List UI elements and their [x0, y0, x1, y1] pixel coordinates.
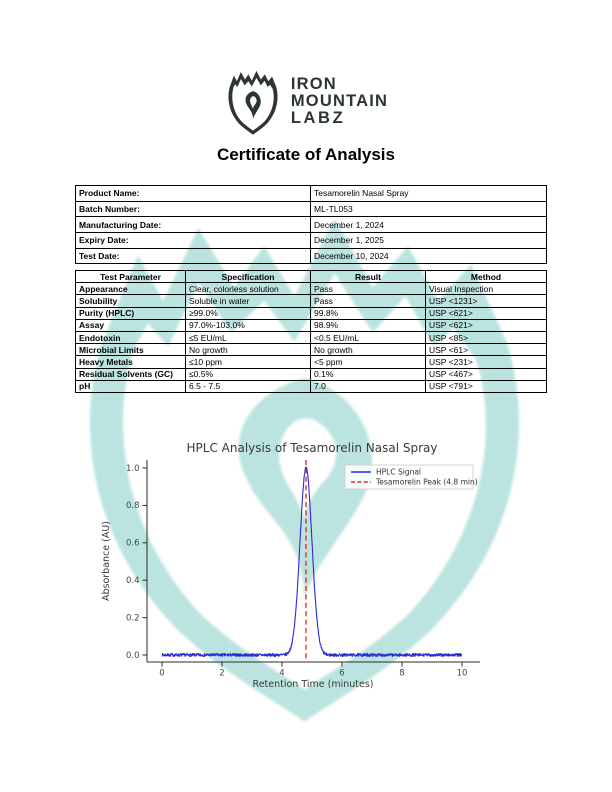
info-value: December 1, 2024 — [310, 216, 547, 234]
brand-line-iron: IRON — [290, 75, 337, 93]
result-row: Solubility Soluble in water Pass USP <12… — [75, 294, 547, 308]
info-row: Manufacturing Date: December 1, 2024 — [75, 216, 547, 234]
cell-specification: ≤0.5% — [185, 367, 311, 381]
cell-method: USP <1231> — [425, 294, 547, 308]
page-title: Certificate of Analysis — [217, 145, 395, 164]
cell-specification: ≥99.0% — [185, 306, 311, 320]
cell-result: No growth — [310, 343, 426, 357]
cell-parameter: Microbial Limits — [75, 343, 186, 357]
col-header-specification: Specification — [185, 269, 311, 284]
x-axis-ticks: 0 2 4 6 8 10 — [159, 662, 467, 679]
result-row: Microbial Limits No growth No growth USP… — [75, 343, 547, 357]
cell-specification: Clear, colorless solution — [185, 282, 311, 296]
svg-text:0.8: 0.8 — [126, 501, 140, 511]
cell-parameter: Residual Solvents (GC) — [75, 367, 186, 381]
x-axis-label: Retention Time (minutes) — [253, 679, 374, 690]
cell-parameter: Endotoxin — [75, 330, 186, 345]
info-label: Test Date: — [75, 247, 311, 265]
svg-text:0.2: 0.2 — [126, 613, 140, 623]
info-value: ML-TL053 — [310, 200, 547, 218]
cell-parameter: Appearance — [75, 282, 186, 296]
cell-specification: ≤5 EU/mL — [185, 330, 311, 345]
cell-specification: 97.0%-103.0% — [185, 318, 311, 332]
cell-method: USP <791> — [425, 379, 547, 393]
legend-label-tesamorelin-peak: Tesamorelin Peak (4.8 min) — [375, 478, 478, 487]
cell-method: Visual Inspection — [425, 282, 547, 296]
cell-specification: No growth — [185, 343, 311, 357]
svg-text:4: 4 — [279, 669, 284, 679]
result-row: pH 6.5 - 7.5 7.0 USP <791> — [75, 379, 547, 393]
result-row: Heavy Metals ≤10 ppm <5 ppm USP <231> — [75, 355, 547, 369]
product-info-table: Product Name: Tesamorelin Nasal Spray Ba… — [75, 185, 547, 265]
info-value: Tesamorelin Nasal Spray — [310, 185, 547, 202]
info-label: Expiry Date: — [75, 232, 311, 249]
info-row: Test Date: December 10, 2024 — [75, 247, 547, 265]
col-header-test-parameter: Test Parameter — [75, 269, 186, 284]
svg-text:8: 8 — [399, 669, 404, 679]
info-value: December 1, 2025 — [310, 232, 547, 249]
cell-method: USP <467> — [425, 367, 547, 381]
cell-result: 99.8% — [310, 306, 426, 320]
cell-result: 98.9% — [310, 318, 426, 332]
result-row: Assay 97.0%-103.0% 98.9% USP <621> — [75, 318, 547, 332]
cell-method: USP <621> — [425, 306, 547, 320]
result-row: Purity (HPLC) ≥99.0% 99.8% USP <621> — [75, 306, 547, 320]
cell-method: USP <85> — [425, 330, 547, 345]
cell-result: Pass — [310, 282, 426, 296]
svg-text:0: 0 — [159, 669, 164, 679]
result-row: Endotoxin ≤5 EU/mL <0.5 EU/mL USP <85> — [75, 330, 547, 345]
info-label: Product Name: — [75, 185, 311, 202]
cell-method: USP <621> — [425, 318, 547, 332]
svg-text:1.0: 1.0 — [126, 464, 140, 474]
info-value: December 10, 2024 — [310, 247, 547, 265]
results-header-row: Test Parameter Specification Result Meth… — [75, 269, 547, 284]
info-label: Manufacturing Date: — [75, 216, 311, 234]
test-results-table: Test Parameter Specification Result Meth… — [75, 269, 547, 393]
y-axis-label: Absorbance (AU) — [101, 521, 112, 601]
cell-specification: Soluble in water — [185, 294, 311, 308]
cell-parameter: Solubility — [75, 294, 186, 308]
brand-wordmark: IRON MOUNTAIN LABZ — [291, 76, 388, 127]
cell-specification: 6.5 - 7.5 — [185, 379, 311, 393]
col-header-method: Method — [425, 269, 547, 284]
svg-text:10: 10 — [457, 669, 468, 679]
brand-line-labz: LABZ — [290, 109, 346, 127]
svg-text:0.0: 0.0 — [126, 651, 140, 661]
cell-parameter: Assay — [75, 318, 186, 332]
info-row: Product Name: Tesamorelin Nasal Spray — [75, 185, 547, 202]
cell-result: <5 ppm — [310, 355, 426, 369]
chart-title: HPLC Analysis of Tesamorelin Nasal Spray — [187, 441, 438, 455]
cell-parameter: pH — [75, 379, 186, 393]
info-row: Batch Number: ML-TL053 — [75, 200, 547, 218]
brand-line-mountain: MOUNTAIN — [290, 92, 389, 110]
info-label: Batch Number: — [75, 200, 311, 218]
svg-text:6: 6 — [339, 669, 344, 679]
cell-result: <0.5 EU/mL — [310, 330, 426, 345]
result-row: Appearance Clear, colorless solution Pas… — [75, 282, 547, 296]
cell-parameter: Purity (HPLC) — [75, 306, 186, 320]
cell-method: USP <61> — [425, 343, 547, 357]
brand-header: IRON MOUNTAIN LABZ — [0, 68, 612, 135]
info-row: Expiry Date: December 1, 2025 — [75, 232, 547, 249]
cell-result: Pass — [310, 294, 426, 308]
svg-text:2: 2 — [219, 669, 224, 679]
hplc-chart: HPLC Analysis of Tesamorelin Nasal Spray… — [101, 441, 480, 690]
cell-result: 7.0 — [310, 379, 426, 393]
y-axis-ticks: 0.0 0.2 0.4 0.6 0.8 1.0 — [126, 464, 147, 661]
chart-legend: HPLC Signal Tesamorelin Peak (4.8 min) — [344, 464, 478, 490]
col-header-result: Result — [310, 269, 426, 284]
result-row: Residual Solvents (GC) ≤0.5% 0.1% USP <4… — [75, 367, 547, 381]
cell-parameter: Heavy Metals — [75, 355, 186, 369]
cell-method: USP <231> — [425, 355, 547, 369]
iron-mountain-labz-logo-icon — [228, 70, 278, 135]
legend-label-hplc-signal: HPLC Signal — [376, 468, 421, 477]
cell-specification: ≤10 ppm — [185, 355, 311, 369]
svg-text:0.4: 0.4 — [126, 576, 140, 586]
svg-text:0.6: 0.6 — [126, 539, 140, 549]
hplc-signal-line — [161, 466, 463, 658]
cell-result: 0.1% — [310, 367, 426, 381]
